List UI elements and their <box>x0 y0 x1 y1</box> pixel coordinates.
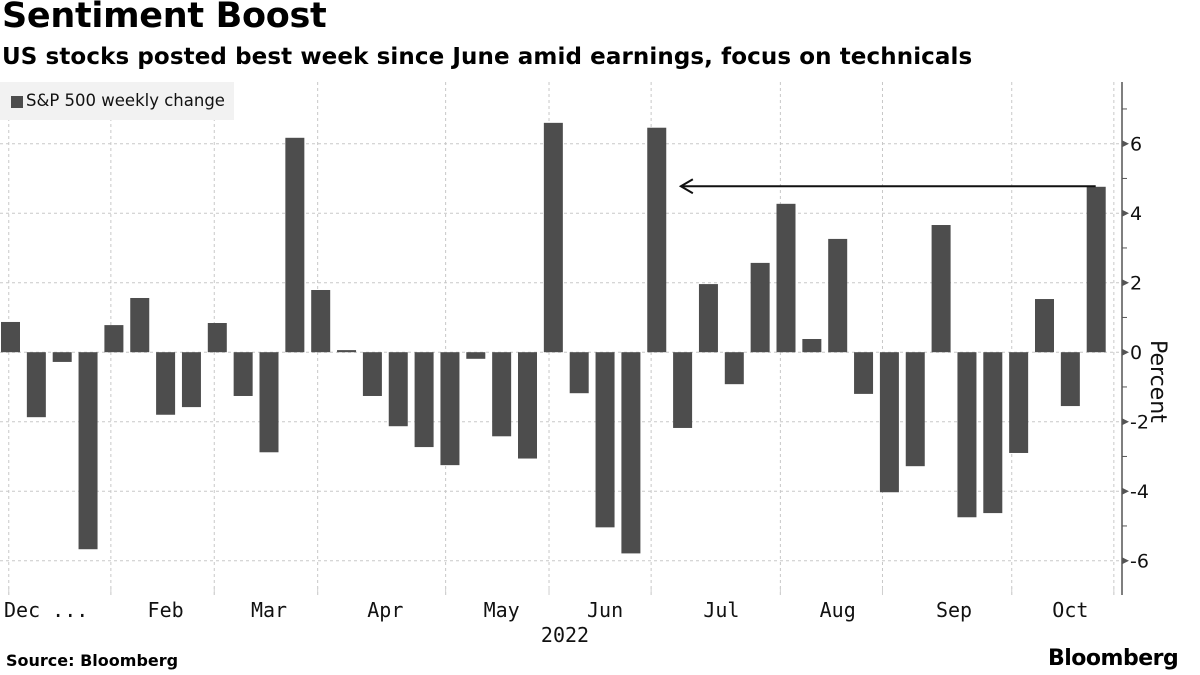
bar <box>569 352 589 394</box>
annotation-arrow <box>678 178 1096 195</box>
bar <box>492 352 512 437</box>
arrow-head <box>678 178 694 195</box>
bar <box>957 352 977 518</box>
y-major-tick <box>1122 418 1129 426</box>
y-axis-label: Percent <box>1145 340 1170 423</box>
bar <box>983 352 1003 514</box>
bar <box>595 352 615 528</box>
bar <box>673 352 693 428</box>
y-major-tick <box>1122 140 1129 148</box>
x-tick-label: Mar <box>251 598 287 622</box>
bar <box>905 352 925 467</box>
bar <box>1035 299 1054 353</box>
bar <box>621 352 641 554</box>
bar <box>466 352 486 359</box>
y-axis: 6 4 2 0 -2 -4 -6 <box>1121 82 1149 595</box>
bar <box>337 350 357 353</box>
bar <box>311 289 331 353</box>
chart-title: Sentiment Boost <box>2 0 327 36</box>
bar <box>1 321 20 353</box>
bar <box>518 352 537 459</box>
y-tick-label: 6 <box>1130 134 1142 156</box>
bar <box>828 238 848 353</box>
bar <box>931 225 951 353</box>
y-tick-label: 4 <box>1130 203 1142 225</box>
y-major-tick <box>1122 487 1129 495</box>
bar <box>26 352 46 418</box>
y-major-tick <box>1122 279 1129 287</box>
bar <box>698 284 718 353</box>
bar <box>207 323 227 353</box>
bar <box>362 352 382 396</box>
bar <box>802 338 822 353</box>
y-tick-label: -2 <box>1130 412 1149 434</box>
bar <box>750 262 770 353</box>
bar <box>543 122 563 353</box>
bar <box>285 137 305 353</box>
legend-swatch <box>11 96 23 108</box>
bar <box>414 352 434 448</box>
bars <box>1 122 1106 554</box>
bar <box>78 352 98 550</box>
bar <box>724 352 744 385</box>
bar <box>388 352 408 427</box>
y-tick-label: -6 <box>1130 551 1149 573</box>
x-tick-label: Jun <box>587 598 623 622</box>
bar <box>1009 352 1029 453</box>
x-tick-label: Aug <box>820 598 856 622</box>
y-tick-label: -4 <box>1130 481 1149 503</box>
bar <box>130 297 150 353</box>
bloomberg-logo: Bloomberg <box>1048 646 1179 671</box>
legend-label: S&P 500 weekly change <box>26 91 225 110</box>
y-major-tick <box>1122 209 1129 217</box>
x-axis: Dec ... Feb Mar Apr May Jun Jul Aug Sep Oct 2022 <box>4 587 1115 647</box>
x-tick-label: Sep <box>936 598 972 622</box>
bar <box>181 352 201 408</box>
x-tick-label: Jul <box>703 598 739 622</box>
chart-subtitle: US stocks posted best week since June am… <box>2 44 973 70</box>
legend: S&P 500 weekly change <box>0 82 234 120</box>
y-major-tick <box>1122 557 1129 565</box>
bar <box>440 352 460 466</box>
bar <box>854 352 874 394</box>
bar <box>259 352 279 453</box>
bar <box>104 325 124 353</box>
x-axis-year-label: 2022 <box>541 623 589 647</box>
y-tick-label: 2 <box>1130 273 1142 295</box>
y-major-tick <box>1122 348 1129 356</box>
x-tick-label: Dec ... <box>4 598 88 622</box>
y-tick-label: 0 <box>1130 342 1142 364</box>
x-tick-label: Feb <box>148 598 184 622</box>
bar <box>776 203 796 353</box>
x-tick-label: Apr <box>367 598 403 622</box>
bar <box>52 352 72 362</box>
bar <box>1060 352 1080 407</box>
bar <box>879 352 899 493</box>
x-tick-label: Oct <box>1052 598 1088 622</box>
bar <box>1086 186 1106 353</box>
bar <box>647 127 667 353</box>
bar <box>156 352 176 415</box>
x-tick-label: May <box>484 598 520 622</box>
source-note: Source: Bloomberg <box>6 651 179 670</box>
bar <box>233 352 253 396</box>
